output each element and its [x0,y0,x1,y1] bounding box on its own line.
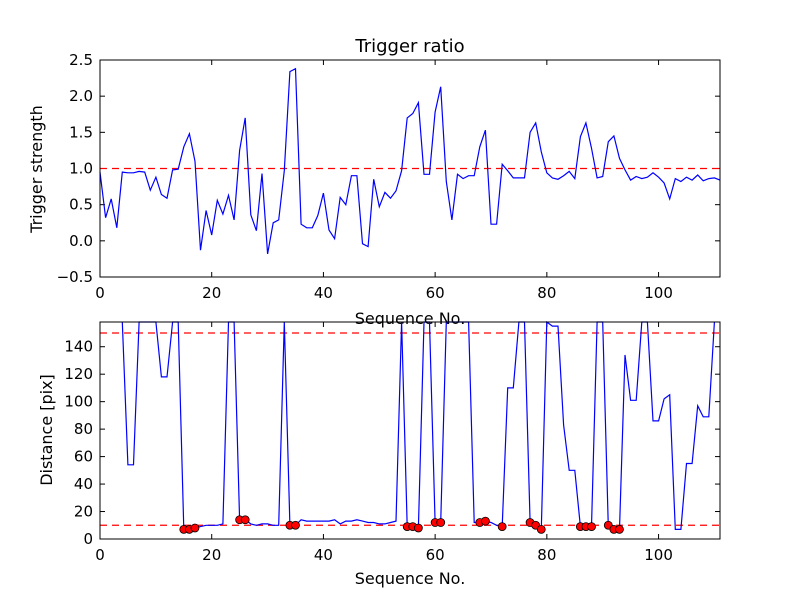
x-tick-label: 20 [202,546,221,564]
y-tick-label: 2.5 [69,51,93,69]
x-tick-label: 100 [644,284,673,302]
series-line [99,67,721,255]
data-point [536,524,546,534]
data-point [497,522,507,532]
x-tick-label: 80 [537,546,556,564]
y-tick-label: 1.5 [69,123,93,141]
threshold-lines [100,332,720,526]
axes-frame [99,321,721,540]
x-tick-label: 0 [95,546,105,564]
y-tick-label: 120 [64,365,93,383]
axis-ticks: 0 20 40 60 80 100 −0.5 0.0 0.5 1.0 1.5 2.0 2.5 [57,51,720,302]
y-tick-label: 0 [83,530,93,548]
x-tick-label: 0 [95,284,105,302]
y-tick-label: −0.5 [57,268,93,286]
y-tick-label: 80 [74,420,93,438]
x-axis-label: Sequence No. [355,309,466,328]
x-tick-label: 100 [644,546,673,564]
y-axis-label: Distance [pix] [37,374,56,486]
x-tick-label: 80 [537,284,556,302]
y-tick-label: 0.0 [69,232,93,250]
distance-panel: Sequence No. Distance [pix] 0 20 40 60 80 100… [37,320,721,588]
data-point [240,515,250,525]
data-point [291,520,300,530]
data-point [190,523,200,533]
x-tick-label: 40 [314,546,333,564]
y-tick-label: 0.5 [69,196,93,214]
data-point [436,518,446,527]
y-tick-label: 140 [64,338,93,356]
y-tick-label: 40 [74,475,93,493]
y-axis-label: Trigger strength [27,105,46,234]
plot-area [121,320,715,534]
y-tick-label: 2.0 [69,87,93,105]
x-tick-label: 60 [426,546,445,564]
y-tick-label: 60 [74,448,93,466]
data-point [587,522,596,532]
x-tick-label: 40 [314,284,333,302]
axis-ticks: 0 20 40 60 80 100 0 20 40 60 80 100 120 140 [64,322,720,564]
y-tick-label: 1.0 [69,160,93,178]
y-tick-label: 20 [74,503,93,521]
axes-frame [99,59,721,278]
trigger-ratio-panel: Trigger ratio Sequence No. Trigger stren… [27,36,721,328]
x-tick-label: 60 [426,284,445,302]
plot-area [99,67,721,255]
x-axis-label: Sequence No. [355,569,466,588]
y-tick-label: 100 [64,393,93,411]
data-point [413,523,423,533]
chart-title: Trigger ratio [354,36,464,57]
data-point [615,524,624,534]
data-point [481,516,490,526]
x-tick-label: 20 [202,284,221,302]
